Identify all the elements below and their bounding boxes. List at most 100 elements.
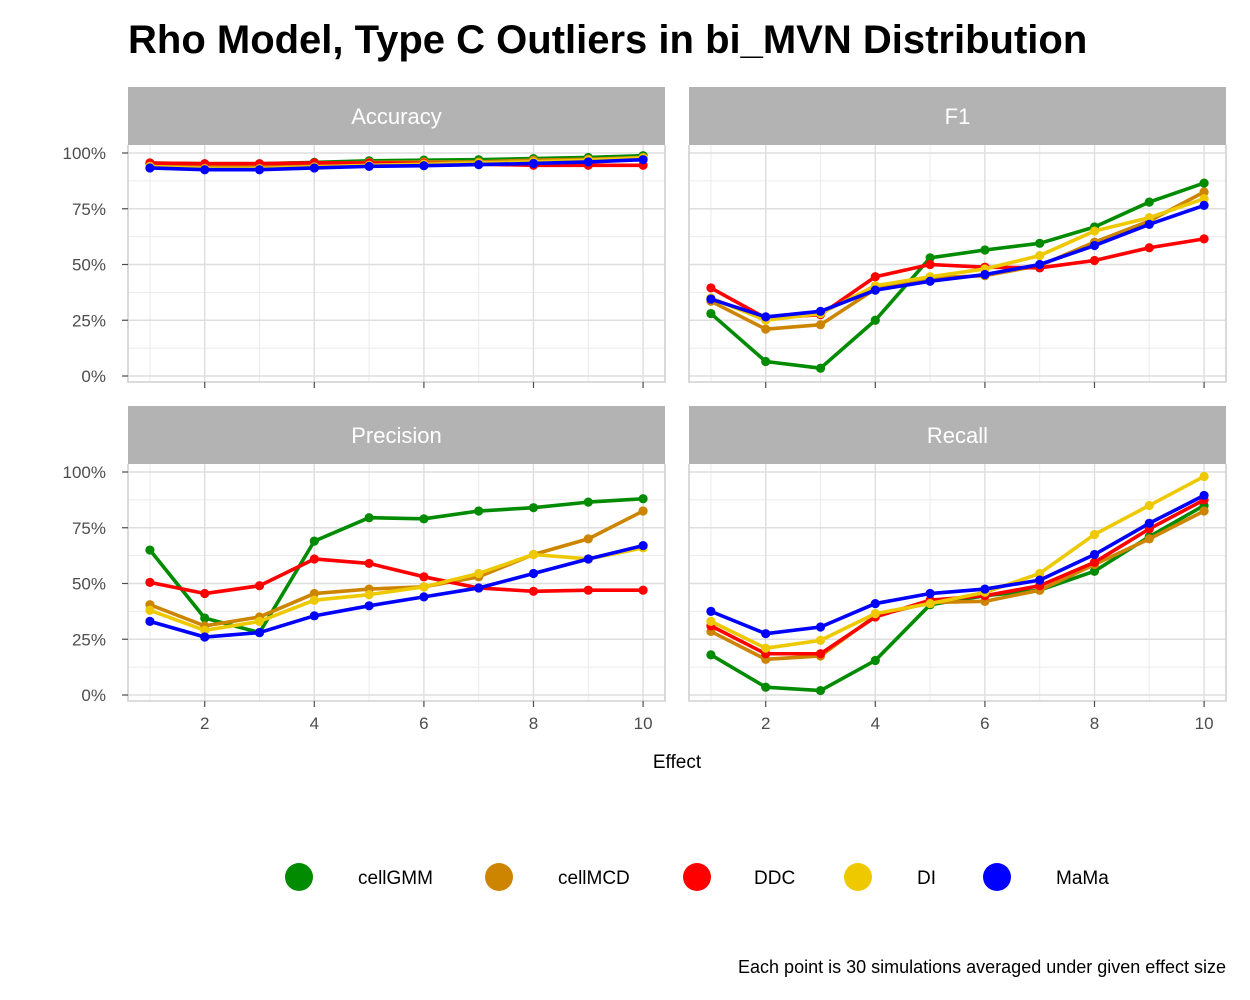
facet-panels: Accuracy 0% 25% 50% 75% 100% F1 Precision 0% 25% 5… [63,87,1227,733]
legend-item-ddc: DDC [683,863,795,891]
strip-background [689,87,1226,145]
series-line [149,543,644,639]
data-point [1199,506,1209,516]
series-line [149,509,644,628]
series-mama [145,540,648,642]
series-cellmcd [706,506,1209,664]
data-point [706,650,716,660]
data-point [1035,250,1045,261]
series-line [710,203,1205,319]
data-point [583,554,593,564]
panel-accuracy: Accuracy 0% 25% 50% 75% 100% [63,87,666,388]
data-point [1144,500,1154,511]
data-point [1089,226,1100,236]
series-di [706,471,1209,653]
data-point [980,245,990,255]
data-point [815,649,826,659]
data-point [528,586,539,596]
data-point [1035,238,1045,248]
series-ddc [706,495,1209,659]
data-point [583,497,593,507]
data-point [364,513,374,523]
data-point [815,635,826,645]
gridlines [128,145,665,382]
data-point [200,625,210,635]
data-point [925,588,935,599]
data-point [309,163,319,173]
data-point [1199,490,1209,501]
data-point [474,159,484,170]
data-point [200,632,210,642]
gridlines [689,145,1226,382]
data-point [419,161,429,171]
data-point [980,269,990,280]
data-point [528,549,539,560]
data-point [200,165,210,175]
panel-recall: Recall 2 4 6 8 10 [688,406,1227,733]
series-mama [145,155,648,175]
legend-item-cellmcd: cellMCD [485,863,630,891]
data-point [761,356,771,367]
legend: cellGMM cellMCD DDC DI MaMa [285,863,1109,891]
data-point [145,605,155,615]
data-point [925,276,935,286]
x-tick-label: 6 [419,714,428,733]
x-tick-label: 2 [761,714,770,733]
data-point [925,259,935,270]
legend-item-di: DI [844,863,936,891]
y-tick-label: 100% [63,144,106,163]
data-point [419,514,429,524]
data-point [474,583,484,593]
x-tick-label: 4 [871,714,880,733]
data-point [706,606,716,616]
data-point [200,588,210,599]
data-point [254,627,265,638]
data-point [528,568,539,579]
data-point [1199,187,1209,197]
y-tick-label: 75% [72,519,106,538]
data-point [1035,575,1045,585]
data-point [706,616,716,627]
legend-key [983,863,1011,891]
panel-f1: F1 [688,87,1227,388]
y-tick-label: 75% [72,200,106,219]
panel-border [688,464,1227,702]
data-point [419,582,429,592]
data-point [870,315,880,325]
data-point [815,685,826,696]
strip-background [128,406,665,464]
data-point [528,503,539,513]
strip-background [128,87,665,145]
series-line [709,181,1205,370]
series-mama [706,490,1209,639]
series-ddc [145,554,648,599]
data-point [254,165,265,175]
panel-border [688,145,1227,383]
data-point [638,540,648,551]
data-point [761,629,771,639]
data-point [474,506,484,516]
x-axis-title: Effect [653,752,702,773]
data-point [1089,255,1100,266]
x-tick-label: 6 [980,714,989,733]
data-point [1035,568,1045,579]
panel-precision: Precision 0% 25% 50% 75% 100% 2 4 6 8 10 [63,406,666,733]
data-point [309,588,319,599]
data-point [1199,471,1209,482]
chart-title: Rho Model, Type C Outliers in bi_MVN Dis… [128,18,1087,62]
strip-label: Precision [351,423,441,448]
data-point [638,506,648,516]
data-point [309,536,319,546]
series-line [149,157,644,172]
legend-key [285,863,313,891]
data-point [364,590,374,600]
data-point [583,585,593,595]
data-point [870,598,880,609]
data-point [638,155,648,165]
data-point [870,609,880,619]
data-point [1144,219,1154,229]
data-point [1199,194,1209,204]
y-tick-label: 100% [63,463,106,482]
data-point [145,545,155,555]
